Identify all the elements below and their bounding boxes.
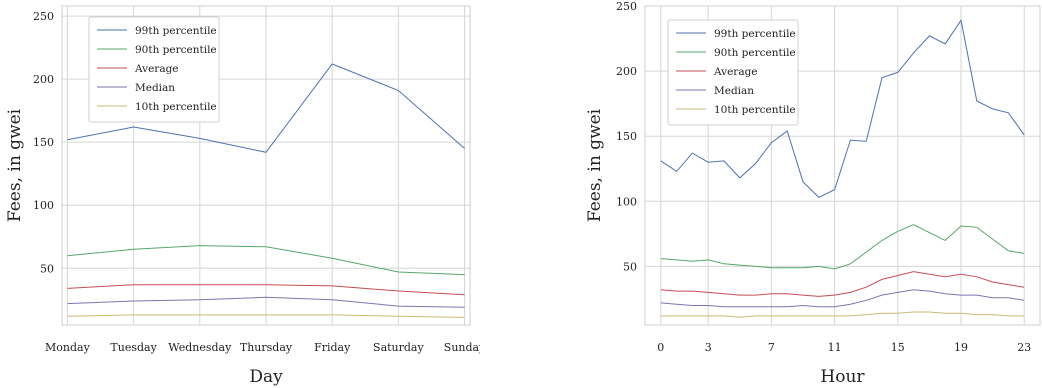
x-tick-label: Wednesday [168, 341, 232, 354]
y-tick-label: 200 [616, 65, 637, 78]
x-tick-label: Friday [314, 341, 351, 354]
legend-entry: Average [713, 66, 758, 78]
y-tick-label: 250 [33, 10, 54, 23]
y-tick-label: 50 [40, 262, 54, 275]
y-tick-label: 200 [33, 73, 54, 86]
x-tick-label: 15 [891, 341, 905, 354]
legend-entry: 90th percentile [714, 47, 796, 59]
y-tick-label: 250 [616, 0, 637, 13]
series-line-average [661, 272, 1024, 297]
series-line-10th-percentile [661, 312, 1024, 317]
legend-entry: 99th percentile [714, 28, 796, 40]
y-axis-label: Fees, in gwei [585, 108, 605, 222]
line-chart-by-day: 50 100 150 200 250 Monday Tuesday Wednesday Thur… [0, 0, 480, 388]
legend-entry: 90th percentile [135, 44, 217, 56]
legend: 99th percentile 90th percentile Average Med… [89, 17, 219, 122]
y-tick-label: 100 [616, 195, 637, 208]
legend-entry: Median [714, 85, 754, 97]
y-axis-label: Fees, in gwei [5, 108, 25, 222]
series-line-90th-percentile [661, 225, 1024, 269]
legend-entry: Average [134, 63, 179, 75]
y-tick-label: 150 [616, 130, 637, 143]
x-tick-label: 11 [828, 341, 842, 354]
x-tick-label: 19 [954, 341, 968, 354]
y-tick-label: 50 [623, 260, 637, 273]
x-tick-label: Tuesday [110, 341, 157, 354]
x-tick-label: 23 [1017, 341, 1031, 354]
x-tick-label: 0 [657, 341, 664, 354]
x-tick-label: 7 [768, 341, 775, 354]
legend-entry: 99th percentile [135, 25, 217, 37]
line-chart-by-hour: 50 100 150 200 250 0 3 7 11 15 19 23 Hour Fees, in … [530, 0, 1042, 388]
x-tick-label: Thursday [240, 341, 293, 354]
legend-entry: 10th percentile [714, 104, 796, 116]
y-tick-label: 100 [33, 199, 54, 212]
x-tick-label: Monday [45, 341, 91, 354]
legend-entry: 10th percentile [135, 101, 217, 113]
x-axis-label: Hour [820, 367, 865, 387]
series-line-median [661, 290, 1024, 307]
y-tick-label: 150 [33, 136, 54, 149]
x-tick-label: Sunday [444, 341, 480, 354]
legend: 99th percentile 90th percentile Average Med… [668, 20, 798, 125]
x-axis-label: Day [249, 367, 283, 387]
x-tick-label: Saturday [373, 341, 424, 354]
x-tick-label: 3 [705, 341, 712, 354]
legend-entry: Median [135, 82, 175, 94]
